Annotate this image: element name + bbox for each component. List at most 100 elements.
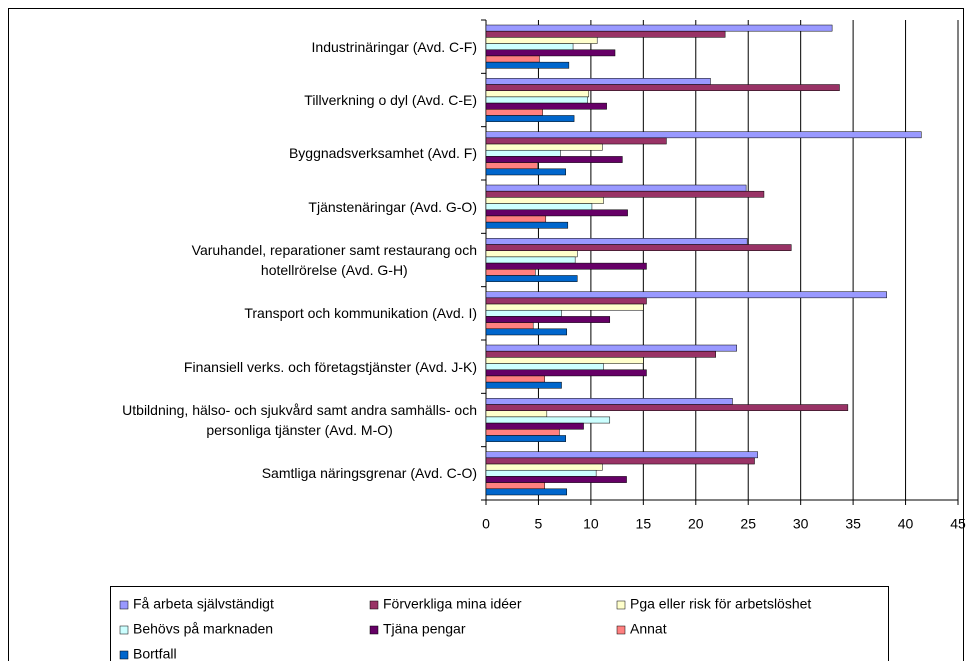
bar xyxy=(485,422,584,430)
x-tick-label: 40 xyxy=(898,516,914,532)
bar xyxy=(485,203,593,211)
bar xyxy=(485,404,849,411)
category-label: Tjänstenäringar (Avd. G-O) xyxy=(308,198,477,215)
legend-label: Förverkliga mina idéer xyxy=(383,596,522,612)
legend-label: Behövs på marknaden xyxy=(133,621,273,637)
legend-swatch xyxy=(119,650,129,660)
legend-label: Tjäna pengar xyxy=(383,621,466,637)
category-label: Tillverkning o dyl (Avd. C-E) xyxy=(304,92,477,108)
category-label: Industrinäringar (Avd. C-F) xyxy=(311,38,477,55)
legend-swatch xyxy=(119,625,129,635)
legend-label: Pga eller risk för arbetslöshet xyxy=(630,596,811,612)
category-label: Transport och kommunikation (Avd. I) xyxy=(244,305,477,322)
chart-frame xyxy=(8,8,964,661)
x-tick-label: 35 xyxy=(845,516,861,532)
legend-swatch xyxy=(369,600,379,610)
bar xyxy=(485,162,538,170)
x-tick-label: 25 xyxy=(740,516,756,532)
bar xyxy=(485,375,545,383)
bar xyxy=(485,463,603,471)
bar xyxy=(485,469,597,477)
category-label: Byggnadsverksamhet (Avd. F) xyxy=(288,145,477,162)
bar xyxy=(485,215,547,223)
bar xyxy=(485,429,560,436)
bar xyxy=(485,149,561,157)
bar xyxy=(485,156,623,163)
bar xyxy=(485,37,598,44)
bar xyxy=(485,410,548,418)
bar xyxy=(485,43,574,51)
bar xyxy=(485,275,578,282)
x-tick-label: 0 xyxy=(482,516,490,532)
x-tick-label: 45 xyxy=(950,516,966,532)
bar xyxy=(485,381,562,389)
bar xyxy=(485,244,792,251)
bar xyxy=(485,102,607,110)
legend-swatch xyxy=(616,600,626,610)
bar xyxy=(485,309,562,317)
category-label: Samtliga näringsgrenar (Avd. C-O) xyxy=(261,465,477,482)
legend-label: Få arbeta självständigt xyxy=(133,596,274,612)
bar xyxy=(485,250,578,258)
bar xyxy=(485,137,667,145)
legend-label: Bortfall xyxy=(133,646,177,661)
bar xyxy=(485,316,611,323)
bar xyxy=(485,55,540,63)
bar xyxy=(485,78,711,85)
bar xyxy=(485,344,737,352)
x-tick-label: 30 xyxy=(793,516,809,532)
bar xyxy=(485,90,590,98)
x-tick-label: 5 xyxy=(535,516,543,532)
bar xyxy=(485,269,536,276)
bar xyxy=(485,457,755,465)
x-tick-label: 20 xyxy=(688,516,704,532)
bar xyxy=(485,328,568,336)
category-label: Varuhandel, reparationer samt restaurang… xyxy=(191,242,477,278)
bar xyxy=(485,262,647,270)
bar xyxy=(485,221,569,229)
bar xyxy=(485,49,616,57)
bar xyxy=(485,84,840,91)
legend-frame xyxy=(110,586,889,661)
bar xyxy=(485,357,644,364)
bar xyxy=(485,416,611,424)
bar xyxy=(485,143,603,151)
bar xyxy=(485,476,627,483)
category-label: Utbildning, hälso- och sjukvård samt and… xyxy=(122,402,477,438)
bar xyxy=(485,322,534,330)
bar xyxy=(485,488,568,496)
bar xyxy=(485,168,566,176)
bar xyxy=(485,96,588,104)
bar xyxy=(485,115,575,122)
bar xyxy=(485,190,765,198)
bar xyxy=(485,61,570,69)
legend-swatch xyxy=(369,625,379,635)
x-tick-label: 15 xyxy=(636,516,652,532)
legend-swatch xyxy=(119,600,129,610)
bar xyxy=(485,297,647,305)
legend-swatch xyxy=(616,625,626,635)
category-label: Finansiell verks. och företagstjänster (… xyxy=(183,358,477,375)
bar xyxy=(485,398,733,405)
bar xyxy=(485,109,543,116)
bar xyxy=(485,30,726,38)
bar xyxy=(485,350,716,358)
bar xyxy=(485,184,747,192)
bar xyxy=(485,131,922,139)
bar xyxy=(485,256,576,264)
bar xyxy=(485,24,833,32)
x-tick-label: 10 xyxy=(583,516,599,532)
bar xyxy=(485,482,545,490)
bar xyxy=(485,238,748,245)
bar xyxy=(485,363,604,371)
bar xyxy=(485,435,566,442)
bar xyxy=(485,197,604,204)
bar xyxy=(485,451,758,459)
legend-label: Annat xyxy=(630,621,667,637)
bar xyxy=(485,209,628,217)
bar xyxy=(485,369,647,377)
bar xyxy=(485,291,887,299)
bar xyxy=(485,303,644,311)
